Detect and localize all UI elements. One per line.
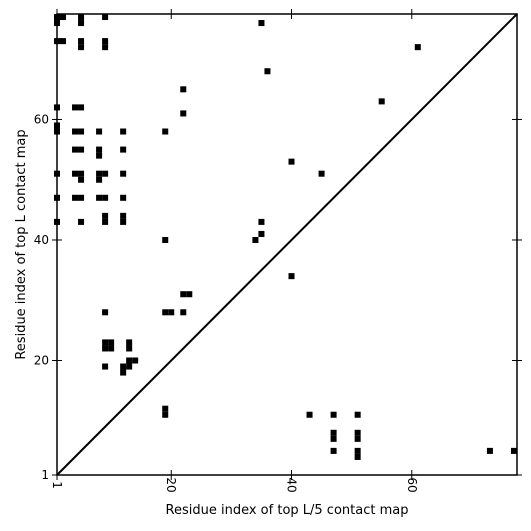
contact-cell: [120, 128, 127, 135]
contact-cell: [102, 212, 109, 219]
x-tick-label: 1: [50, 481, 64, 489]
diagonal-line: [56, 13, 518, 476]
contact-cell: [120, 212, 127, 219]
contact-cell: [78, 44, 85, 51]
contact-cell: [78, 38, 85, 45]
contact-cell: [72, 170, 79, 177]
contact-cell: [330, 411, 337, 418]
contact-cell: [354, 435, 361, 442]
contact-cell: [102, 44, 109, 51]
contact-cell: [78, 176, 85, 183]
contact-cell: [102, 38, 109, 45]
contact-cell: [414, 44, 421, 51]
contact-cell: [288, 158, 295, 165]
contact-cell: [126, 339, 133, 346]
contact-cell: [72, 146, 79, 153]
x-tick-label: 20: [164, 477, 178, 492]
contact-cell: [102, 345, 109, 352]
contact-cell: [162, 405, 169, 412]
contact-cell: [102, 363, 109, 370]
contact-cell: [108, 339, 115, 346]
contact-cell: [258, 230, 265, 237]
contact-cell: [168, 309, 175, 316]
contact-cell: [120, 170, 127, 177]
contact-cell: [330, 447, 337, 454]
contact-cell: [354, 453, 361, 460]
contact-cell: [120, 146, 127, 153]
y-tick-label: 20: [34, 354, 49, 368]
axis-ticks: 1 20 40 60 1 20 40 60: [34, 9, 522, 493]
contact-cells: [53, 14, 517, 460]
contact-cell: [252, 236, 259, 243]
contact-cell: [102, 309, 109, 316]
contact-cell: [126, 345, 133, 352]
contact-cell: [78, 14, 85, 21]
contact-cell: [354, 429, 361, 436]
contact-cell: [120, 194, 127, 201]
contact-cell: [132, 357, 139, 364]
contact-cell: [330, 429, 337, 436]
contact-cell: [354, 411, 361, 418]
contact-cell: [180, 309, 187, 316]
contact-cell: [318, 170, 325, 177]
contact-cell: [120, 369, 127, 376]
contact-cell: [96, 176, 103, 183]
contact-cell: [120, 218, 127, 225]
x-tick-label: 60: [405, 477, 419, 492]
x-tick-label: 40: [285, 477, 299, 492]
contact-cell: [96, 146, 103, 153]
contact-cell: [96, 194, 103, 201]
contact-cell: [102, 218, 109, 225]
y-tick-label: 60: [34, 112, 49, 126]
contact-cell: [186, 291, 193, 298]
y-tick-label: 1: [41, 468, 49, 482]
contact-cell: [162, 128, 169, 135]
contact-cell: [288, 273, 295, 280]
contact-cell: [162, 411, 169, 418]
contact-cell: [354, 447, 361, 454]
plot-frame: [56, 13, 518, 476]
contact-cell: [162, 236, 169, 243]
contact-cell: [96, 152, 103, 159]
contact-cell: [486, 447, 493, 454]
contact-cell: [102, 170, 109, 177]
contact-cell: [120, 363, 127, 370]
contact-cell: [510, 447, 517, 454]
contact-cell: [96, 128, 103, 135]
contact-cell: [126, 363, 133, 370]
contact-cell: [258, 218, 265, 225]
y-axis-title: Residue index of top L contact map: [14, 129, 29, 359]
contact-cell: [72, 194, 79, 201]
contact-cell: [378, 98, 385, 105]
contact-cell: [72, 128, 79, 135]
contact-cell: [78, 20, 85, 27]
x-axis-title: Residue index of top L/5 contact map: [166, 503, 409, 518]
contact-cell: [78, 218, 85, 225]
contact-cell: [102, 339, 109, 346]
contact-cell: [162, 309, 169, 316]
contact-cell: [180, 291, 187, 298]
contact-cell: [102, 194, 109, 201]
contact-cell: [78, 194, 85, 201]
contact-cell: [72, 104, 79, 111]
contact-cell: [102, 14, 109, 21]
contact-cell: [78, 104, 85, 111]
contact-cell: [78, 146, 85, 153]
contact-cell: [258, 20, 265, 27]
contact-cell: [126, 357, 133, 364]
contact-cell: [306, 411, 313, 418]
contact-cell: [78, 128, 85, 135]
contact-cell: [60, 38, 67, 45]
contact-cell: [180, 110, 187, 117]
y-tick-label: 40: [34, 233, 49, 247]
contact-cell: [264, 68, 271, 75]
contact-cell: [60, 14, 67, 21]
contact-cell: [96, 170, 103, 177]
contact-cell: [180, 86, 187, 93]
contact-cell: [108, 345, 115, 352]
contact-cell: [78, 170, 85, 177]
contact-cell: [330, 435, 337, 442]
